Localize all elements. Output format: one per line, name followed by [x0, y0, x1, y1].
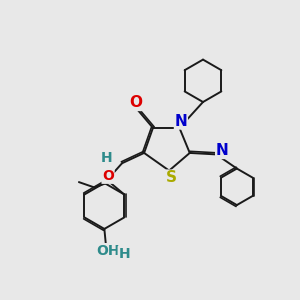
Text: O: O: [102, 169, 114, 183]
Text: OH: OH: [96, 244, 120, 258]
Text: O: O: [129, 95, 142, 110]
Text: S: S: [166, 170, 177, 185]
Text: N: N: [175, 114, 187, 129]
Text: H: H: [118, 247, 130, 261]
Text: H: H: [100, 151, 112, 165]
Text: N: N: [216, 143, 229, 158]
